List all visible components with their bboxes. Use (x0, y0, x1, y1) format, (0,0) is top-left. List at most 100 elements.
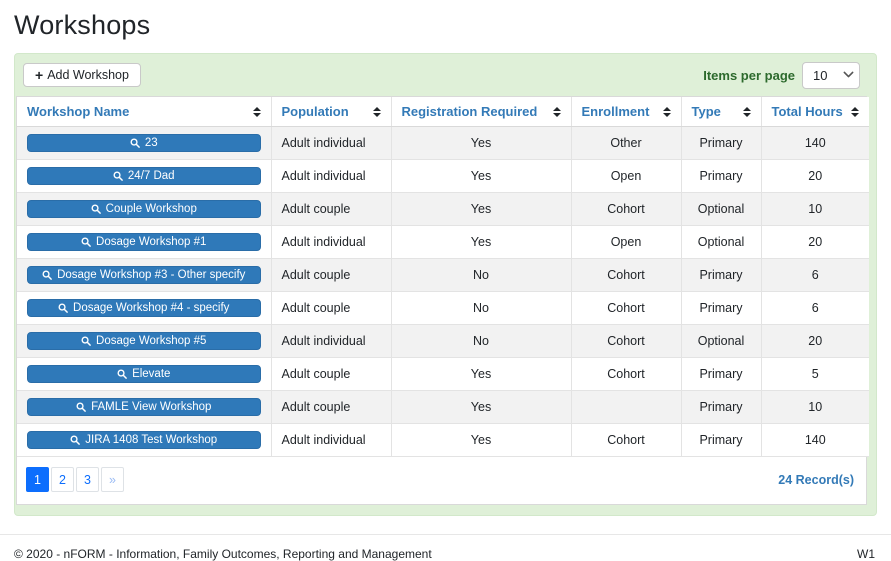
sort-icon (662, 106, 671, 117)
total-hours-cell: 20 (761, 324, 869, 358)
workshop-link-button[interactable]: Dosage Workshop #4 - specify (27, 299, 261, 317)
table-row: Elevate Adult couple Yes Cohort Primary 5 (17, 357, 869, 391)
footer-divider (0, 534, 891, 535)
workshop-link-button[interactable]: Couple Workshop (27, 200, 261, 218)
table-row: Couple Workshop Adult couple Yes Cohort Opti… (17, 192, 869, 226)
type-cell: Primary (681, 423, 762, 457)
enrollment-cell: Cohort (571, 192, 682, 226)
search-icon (81, 336, 91, 346)
workshop-link-button[interactable]: Elevate (27, 365, 261, 383)
total-hours-cell: 10 (761, 390, 869, 424)
workshop-name-label: 23 (144, 137, 158, 149)
column-header-total-hours[interactable]: Total Hours (761, 97, 869, 127)
total-hours-cell: 20 (761, 159, 869, 193)
total-hours-cell: 6 (761, 291, 869, 325)
pagination-page-1[interactable]: 1 (26, 467, 49, 492)
registration-required-cell: Yes (391, 390, 572, 424)
registration-required-cell: Yes (391, 159, 572, 193)
workshop-name-cell: Dosage Workshop #5 (17, 324, 272, 358)
records-count: 24 Record(s) (778, 472, 854, 487)
table-card: Workshop Name Population Registration Requ… (16, 96, 869, 505)
column-header-type[interactable]: Type (681, 97, 762, 127)
items-per-page-select[interactable]: 10 (802, 61, 860, 89)
column-header-population[interactable]: Population (271, 97, 392, 127)
column-header-workshop-name[interactable]: Workshop Name (17, 97, 272, 127)
items-per-page-select-wrap: 10 (802, 61, 860, 89)
type-cell: Primary (681, 390, 762, 424)
total-hours-cell: 10 (761, 192, 869, 226)
workshop-link-button[interactable]: 24/7 Dad (27, 167, 261, 185)
population-cell: Adult individual (271, 126, 392, 160)
workshop-name-label: Couple Workshop (105, 203, 197, 215)
workshop-name-label: Elevate (132, 368, 171, 380)
table-header-row: Workshop Name Population Registration Requ… (17, 97, 869, 127)
pagination-page-3[interactable]: 3 (76, 467, 99, 492)
enrollment-cell: Cohort (571, 291, 682, 325)
search-icon (81, 237, 91, 247)
items-per-page: Items per page 10 (703, 61, 860, 89)
workshop-name-cell: Dosage Workshop #3 - Other specify (17, 258, 272, 292)
add-workshop-button[interactable]: + Add Workshop (23, 63, 141, 87)
population-cell: Adult couple (271, 390, 392, 424)
population-cell: Adult individual (271, 225, 392, 259)
workshop-link-button[interactable]: 23 (27, 134, 261, 152)
table-row: Dosage Workshop #3 - Other specify Adult … (17, 258, 869, 292)
page-title: Workshops (14, 10, 151, 40)
workshop-link-button[interactable]: Dosage Workshop #1 (27, 233, 261, 251)
page: Workshops + Add Workshop Items per page … (14, 10, 877, 516)
enrollment-cell: Cohort (571, 423, 682, 457)
workshop-link-button[interactable]: Dosage Workshop #3 - Other specify (27, 266, 261, 284)
table-row: JIRA 1408 Test Workshop Adult individual Y… (17, 423, 869, 457)
workshop-name-cell: Elevate (17, 357, 272, 391)
total-hours-cell: 140 (761, 423, 869, 457)
pagination-next-button[interactable]: » (101, 467, 124, 492)
registration-required-cell: Yes (391, 225, 572, 259)
workshop-name-cell: 24/7 Dad (17, 159, 272, 193)
pagination-page-2[interactable]: 2 (51, 467, 74, 492)
search-icon (130, 138, 140, 148)
type-cell: Primary (681, 126, 762, 160)
workshop-link-button[interactable]: JIRA 1408 Test Workshop (27, 431, 261, 449)
workshop-name-label: Dosage Workshop #4 - specify (73, 302, 230, 314)
type-cell: Optional (681, 192, 762, 226)
workshop-name-cell: Dosage Workshop #4 - specify (17, 291, 272, 325)
workshop-name-cell: Dosage Workshop #1 (17, 225, 272, 259)
workshop-name-label: Dosage Workshop #5 (96, 335, 207, 347)
add-workshop-label: Add Workshop (47, 68, 129, 82)
type-cell: Optional (681, 225, 762, 259)
toolbar: + Add Workshop Items per page 10 (16, 54, 867, 96)
population-cell: Adult couple (271, 357, 392, 391)
workshop-name-cell: 23 (17, 126, 272, 160)
population-cell: Adult individual (271, 159, 392, 193)
population-cell: Adult couple (271, 192, 392, 226)
total-hours-cell: 6 (761, 258, 869, 292)
enrollment-cell: Cohort (571, 357, 682, 391)
column-header-registration-required[interactable]: Registration Required (391, 97, 572, 127)
workshop-name-cell: JIRA 1408 Test Workshop (17, 423, 272, 457)
workshop-name-label: FAMLE View Workshop (91, 401, 212, 413)
registration-required-cell: Yes (391, 423, 572, 457)
registration-required-cell: Yes (391, 126, 572, 160)
footer-copyright: © 2020 - nFORM - Information, Family Out… (14, 547, 432, 561)
column-header-label: Total Hours (771, 104, 843, 119)
table-row: 23 Adult individual Yes Other Primary 140 (17, 126, 869, 160)
workshop-link-button[interactable]: FAMLE View Workshop (27, 398, 261, 416)
registration-required-cell: No (391, 291, 572, 325)
workshop-name-label: Dosage Workshop #1 (96, 236, 207, 248)
population-cell: Adult individual (271, 324, 392, 358)
column-header-label: Enrollment (581, 104, 650, 119)
total-hours-cell: 5 (761, 357, 869, 391)
type-cell: Primary (681, 357, 762, 391)
column-header-enrollment[interactable]: Enrollment (571, 97, 682, 127)
workshop-link-button[interactable]: Dosage Workshop #5 (27, 332, 261, 350)
sort-icon (372, 106, 381, 117)
sort-icon (552, 106, 561, 117)
sort-icon (252, 106, 261, 117)
workshop-name-cell: Couple Workshop (17, 192, 272, 226)
table-row: 24/7 Dad Adult individual Yes Open Primary 20 (17, 159, 869, 193)
type-cell: Optional (681, 324, 762, 358)
enrollment-cell: Open (571, 159, 682, 193)
type-cell: Primary (681, 258, 762, 292)
registration-required-cell: Yes (391, 357, 572, 391)
registration-required-cell: No (391, 258, 572, 292)
